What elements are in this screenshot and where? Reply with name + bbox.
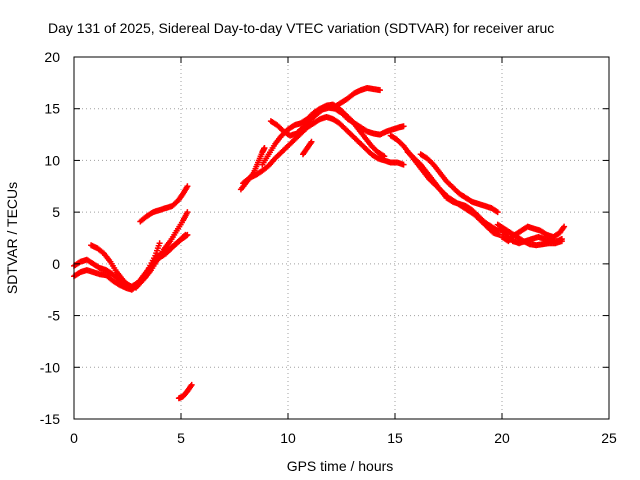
x-tick-label: 0: [70, 430, 78, 446]
y-tick-label: 10: [44, 152, 60, 168]
data-point: [381, 153, 388, 160]
data-point: [184, 209, 191, 216]
y-tick-label: -15: [40, 411, 60, 427]
x-axis-label: GPS time / hours: [287, 458, 394, 474]
x-tick-label: 5: [177, 430, 185, 446]
data-point: [156, 240, 163, 247]
series-track-5: [150, 231, 189, 267]
data-point: [261, 145, 268, 151]
series-track-8: [240, 114, 407, 187]
series-track-1: [71, 209, 191, 293]
y-tick-label: 5: [52, 204, 60, 220]
data-point: [188, 381, 195, 388]
series-track-3: [88, 240, 163, 291]
axis-ticks: [73, 56, 610, 420]
y-tick-label: 20: [44, 49, 60, 65]
data-points: [71, 85, 568, 402]
data-point: [400, 161, 407, 168]
data-point: [377, 87, 383, 94]
series-track-4: [137, 183, 191, 225]
data-point: [561, 223, 568, 230]
data-point: [558, 238, 565, 245]
y-axis-label: SDTVAR / TECUs: [4, 182, 20, 294]
y-tick-label: -10: [40, 359, 60, 375]
y-tick-label: 15: [44, 101, 60, 117]
data-point: [400, 123, 407, 130]
series-track-15: [417, 151, 501, 216]
x-tick-label: 20: [494, 430, 510, 446]
data-point: [494, 209, 501, 216]
x-tick-label: 15: [387, 430, 403, 446]
series-track-11: [332, 85, 383, 110]
data-point: [184, 183, 191, 190]
y-tick-label: 0: [52, 256, 60, 272]
data-point: [308, 138, 315, 145]
data-point: [187, 383, 194, 390]
chart-title: Day 131 of 2025, Sidereal Day-to-day VTE…: [48, 20, 554, 36]
y-tick-label: -5: [48, 308, 61, 324]
x-tick-label: 25: [601, 430, 617, 446]
series-track-17: [499, 223, 568, 245]
series-track-12: [300, 138, 315, 158]
plot-frame: [73, 56, 610, 420]
tick-labels: 0 5 10 15 20 25 -15 -10 -5 0 5 10 15 20: [40, 49, 617, 446]
series-track-18: [494, 221, 565, 249]
data-point: [182, 231, 189, 238]
series-track-6: [175, 381, 195, 402]
series-track-14: [404, 149, 501, 234]
x-tick-label: 10: [280, 430, 296, 446]
